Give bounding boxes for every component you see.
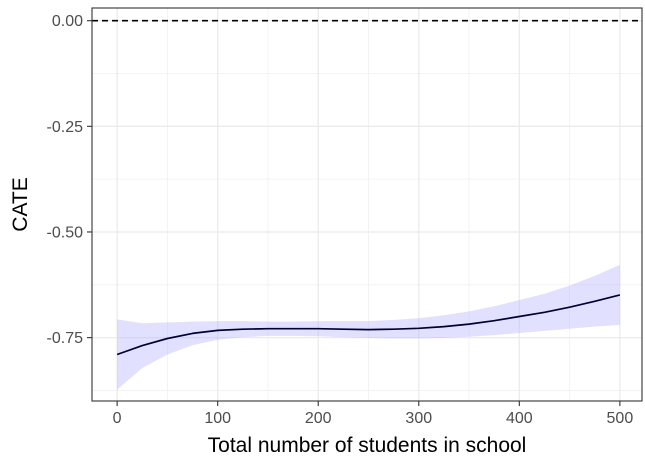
x-tick-label: 300 xyxy=(405,410,432,427)
x-tick-label: 400 xyxy=(506,410,533,427)
fitted-line-layer xyxy=(116,294,621,356)
x-tick-label: 200 xyxy=(305,410,332,427)
y-axis-ticks: 0.00 -0.25 -0.50 -0.75 xyxy=(47,13,92,347)
fitted-line xyxy=(116,294,621,356)
y-tick-label: -0.75 xyxy=(47,330,84,347)
plot-border xyxy=(91,7,643,402)
confidence-band-layer xyxy=(117,264,620,390)
y-tick-label: -0.50 xyxy=(47,224,84,241)
x-axis-ticks: 0 100 200 300 400 500 xyxy=(113,401,634,427)
y-axis-title: CATE xyxy=(9,177,32,231)
x-axis-title: Total number of students in school xyxy=(208,434,527,457)
x-tick-label: 0 xyxy=(113,410,122,427)
y-tick-label: 0.00 xyxy=(52,13,83,30)
y-tick-label: -0.25 xyxy=(47,119,84,136)
x-tick-label: 100 xyxy=(204,410,231,427)
x-tick-label: 500 xyxy=(607,410,634,427)
confidence-band xyxy=(117,264,620,390)
